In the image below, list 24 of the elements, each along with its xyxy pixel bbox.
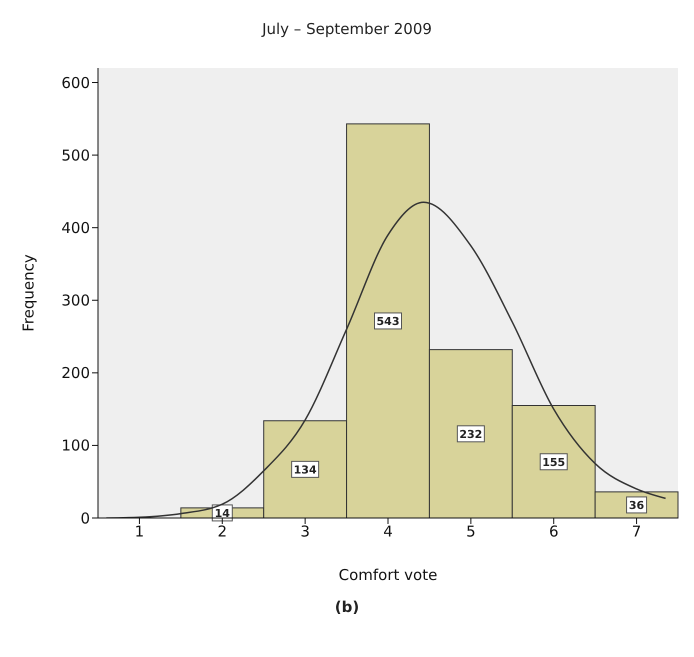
y-tick-label: 400 [61, 219, 90, 237]
y-axis-title: Frequency [19, 254, 38, 332]
chart-title: July – September 2009 [260, 20, 433, 38]
x-tick-label: 1 [134, 522, 144, 541]
x-tick-label: 3 [300, 522, 310, 541]
x-axis-title: Comfort vote [338, 566, 438, 584]
data-label: 543 [376, 314, 400, 328]
x-tick-label: 2 [218, 522, 228, 541]
data-label: 14 [214, 506, 230, 520]
x-tick-label: 6 [548, 522, 558, 541]
y-tick-label: 300 [61, 292, 90, 310]
data-label: 36 [628, 498, 645, 512]
text: (b) [334, 598, 360, 616]
x-tick-label: 4 [383, 522, 393, 541]
data-label: 155 [542, 456, 566, 469]
x-tick-label: 5 [466, 522, 476, 541]
data-label: 232 [459, 428, 482, 441]
y-tick-label: 0 [80, 509, 90, 528]
x-tick-label: 7 [632, 522, 642, 541]
y-tick-label: 500 [61, 146, 90, 164]
y-tick-label: 600 [61, 74, 90, 92]
y-tick-label: 100 [61, 436, 90, 455]
y-tick-label: 200 [61, 364, 90, 382]
data-label: 134 [294, 463, 317, 476]
